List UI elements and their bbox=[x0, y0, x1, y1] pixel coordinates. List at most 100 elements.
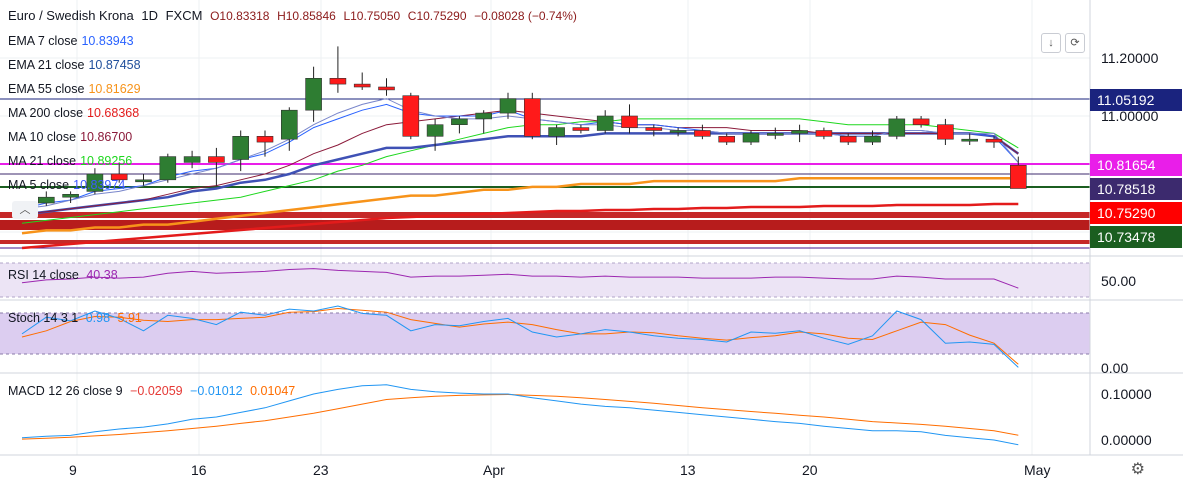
indicator-value: 10.83943 bbox=[81, 34, 134, 48]
stoch-axis-label: 0.00 bbox=[1101, 360, 1129, 376]
exchange: FXCM bbox=[165, 8, 203, 23]
candle-body bbox=[937, 124, 954, 140]
candle-body bbox=[694, 130, 711, 137]
price-tag: 10.81654 bbox=[1090, 154, 1182, 176]
time-axis-label: 20 bbox=[802, 462, 818, 478]
macd-line bbox=[21, 384, 1019, 446]
candle-body bbox=[256, 136, 274, 143]
chart-legend: Euro / Swedish Krona 1D FXCM O10.83318 H… bbox=[8, 8, 581, 23]
candle-body bbox=[766, 133, 784, 136]
gear-icon[interactable]: ⚙ bbox=[1130, 461, 1145, 478]
stoch-legend: Stoch 14 3 1 0.98 5.91 bbox=[8, 311, 146, 325]
ma5-line bbox=[21, 98, 1019, 210]
candle-body bbox=[37, 196, 55, 204]
candle-body bbox=[985, 138, 1003, 143]
candle-body bbox=[669, 130, 687, 133]
candle-body bbox=[572, 127, 590, 131]
time-axis-label: 16 bbox=[191, 462, 207, 478]
candle-body bbox=[961, 138, 979, 142]
indicator-legend-row[interactable]: EMA 21 close 10.87458 bbox=[8, 58, 141, 72]
candle-body bbox=[791, 130, 808, 134]
legend-header: Euro / Swedish Krona 1D FXCM O10.83318 H… bbox=[8, 8, 581, 23]
candle-body bbox=[621, 115, 638, 128]
indicator-label: EMA 21 close bbox=[8, 58, 85, 72]
support-band bbox=[0, 220, 1090, 230]
time-axis-label: Apr bbox=[483, 462, 505, 478]
candle-body bbox=[86, 173, 104, 192]
candle-body bbox=[912, 118, 930, 126]
candle-body bbox=[62, 194, 79, 198]
time-axis-label: 9 bbox=[69, 462, 77, 478]
ohlc-high: H10.85846 bbox=[277, 9, 336, 23]
rsi-value: 40.38 bbox=[86, 268, 118, 282]
indicator-value: 10.83974 bbox=[73, 178, 126, 192]
candle-body bbox=[329, 78, 347, 85]
indicator-legend-row[interactable]: MA 200 close 10.68368 bbox=[8, 106, 139, 120]
ohlc-change: −0.08028 (−0.74%) bbox=[474, 9, 577, 23]
candle-body bbox=[451, 118, 468, 126]
rsi-label: RSI 14 close bbox=[8, 268, 79, 282]
stoch-d-value: 5.91 bbox=[117, 311, 142, 325]
price-tag: 11.05192 bbox=[1090, 89, 1182, 111]
indicator-legend-row[interactable]: EMA 7 close 10.83943 bbox=[8, 34, 134, 48]
candle-body bbox=[232, 136, 249, 160]
scroll-down-button[interactable]: ↓ bbox=[1041, 33, 1061, 53]
symbol-name[interactable]: Euro / Swedish Krona bbox=[8, 8, 134, 23]
candle-body bbox=[548, 127, 565, 137]
rsi-line bbox=[21, 268, 1019, 289]
candle-body bbox=[402, 95, 420, 137]
indicator-legend-row[interactable]: MA 10 close 10.86700 bbox=[8, 130, 132, 144]
candle-body bbox=[305, 78, 322, 111]
indicator-value: 10.89256 bbox=[80, 154, 133, 168]
candle-body bbox=[208, 156, 225, 163]
ohlc-close: C10.75290 bbox=[407, 9, 467, 23]
indicator-value: 10.87458 bbox=[88, 58, 141, 72]
indicator-value: 10.68368 bbox=[87, 106, 140, 120]
time-axis-label: 13 bbox=[680, 462, 696, 478]
rsi-axis-label: 50.00 bbox=[1101, 273, 1137, 289]
indicator-label: MA 5 close bbox=[8, 178, 70, 192]
macd-label: MACD 12 26 close 9 bbox=[8, 384, 123, 398]
candle-body bbox=[718, 136, 736, 143]
candle-body bbox=[742, 133, 760, 143]
candle-body bbox=[135, 179, 152, 183]
indicator-value: 10.81629 bbox=[88, 82, 141, 96]
macd-hist-value: −0.02059 bbox=[130, 384, 183, 398]
candle-body bbox=[864, 136, 881, 143]
collapse-legend-button[interactable]: ︿ bbox=[12, 201, 38, 219]
support-band bbox=[0, 240, 1090, 244]
macd-axis-label: 0.00000 bbox=[1101, 432, 1152, 448]
candle-body bbox=[1009, 165, 1027, 189]
candle-body bbox=[426, 124, 444, 137]
ohlc-low: L10.75050 bbox=[343, 9, 401, 23]
candle-body bbox=[645, 127, 663, 131]
interval[interactable]: 1D bbox=[141, 8, 158, 23]
price-tag: 10.78518 bbox=[1090, 178, 1182, 200]
macd-signal-line bbox=[21, 393, 1019, 440]
indicator-legend-row[interactable]: MA 5 close 10.83974 bbox=[8, 178, 125, 192]
candle-body bbox=[475, 112, 493, 120]
candle-body bbox=[353, 83, 371, 88]
ma10-line bbox=[21, 109, 1019, 216]
price-axis-label: 11.20000 bbox=[1101, 50, 1159, 66]
price-tag: 10.75290 bbox=[1090, 202, 1182, 224]
indicator-legend-row[interactable]: MA 21 close 10.89256 bbox=[8, 154, 132, 168]
refresh-icon[interactable]: ⟳ bbox=[1065, 33, 1085, 53]
candle-body bbox=[839, 136, 857, 143]
candle-body bbox=[815, 130, 833, 137]
stoch-k-value: 0.98 bbox=[85, 311, 111, 325]
candle-body bbox=[183, 156, 201, 163]
indicator-label: MA 200 close bbox=[8, 106, 84, 120]
candle-body bbox=[110, 173, 128, 181]
candle-body bbox=[499, 98, 517, 114]
ema55-line bbox=[21, 176, 1019, 235]
indicator-label: MA 21 close bbox=[8, 154, 77, 168]
stoch-band bbox=[0, 313, 1090, 354]
candle-body bbox=[378, 86, 395, 91]
indicator-legend-row[interactable]: EMA 55 close 10.81629 bbox=[8, 82, 141, 96]
time-axis-label: 23 bbox=[313, 462, 329, 478]
rsi-legend: RSI 14 close 40.38 bbox=[8, 268, 122, 282]
support-band bbox=[0, 212, 1090, 218]
price-tag: 10.73478 bbox=[1090, 226, 1182, 248]
